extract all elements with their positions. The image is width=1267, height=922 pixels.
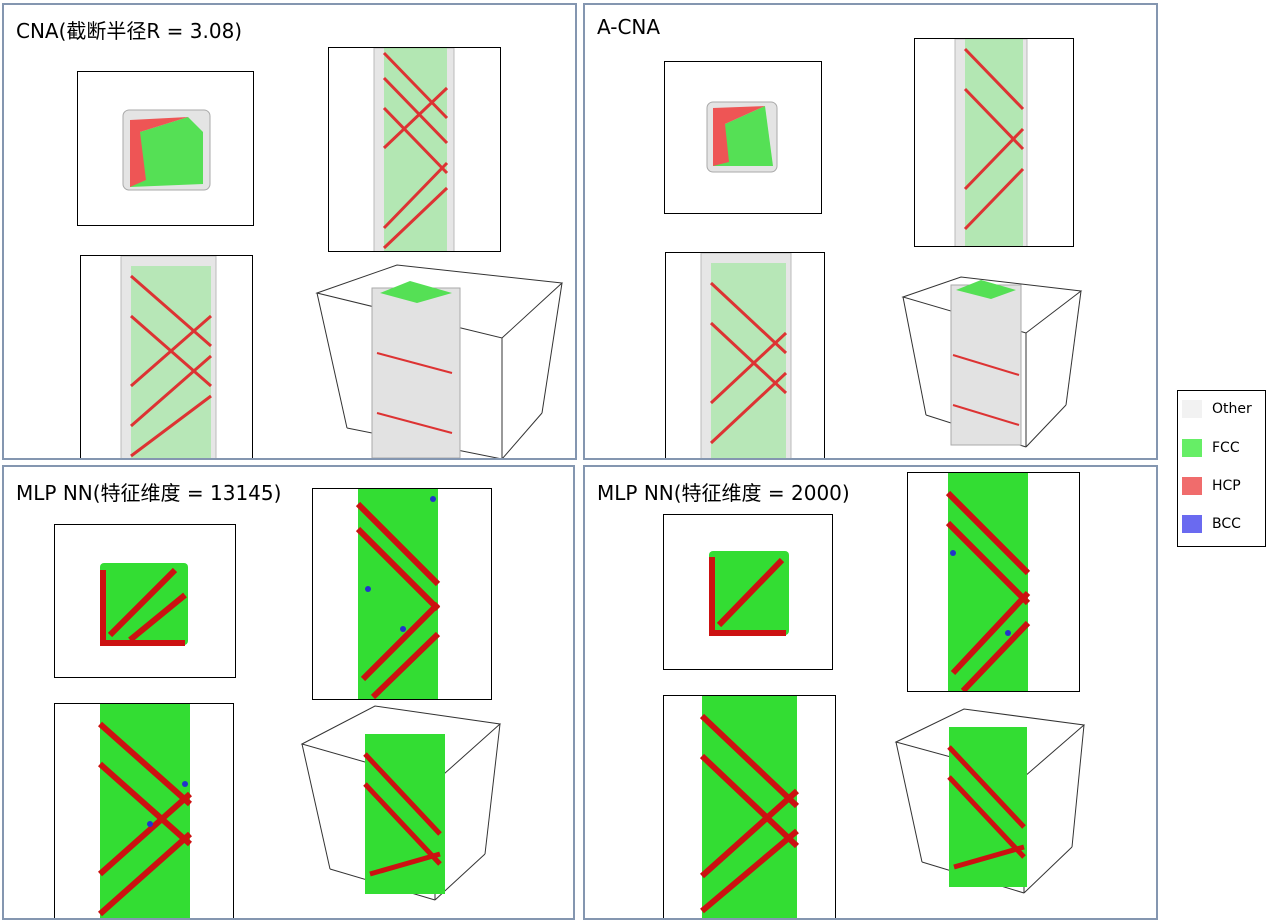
- side-view-left-render: [120, 256, 217, 458]
- legend-swatch-other: [1182, 400, 1202, 418]
- legend-item-fcc: FCC: [1182, 438, 1240, 458]
- side-view-right: [312, 488, 492, 700]
- top-view: [664, 61, 822, 214]
- side-view-right-render: [373, 48, 455, 251]
- top-view-render: [100, 563, 188, 646]
- panel-cna: CNA(截断半径R = 3.08): [2, 3, 577, 460]
- legend-label: FCC: [1212, 440, 1240, 456]
- legend: Other FCC HCP BCC: [1177, 390, 1266, 547]
- side-view-left-render: [700, 253, 792, 458]
- legend-item-bcc: BCC: [1182, 514, 1241, 534]
- top-view: [54, 524, 236, 678]
- perspective-view: [315, 264, 564, 458]
- perspective-view: [300, 705, 502, 901]
- top-view: [663, 514, 833, 670]
- legend-swatch-bcc: [1182, 515, 1202, 533]
- side-view-right-render: [355, 489, 441, 699]
- side-view-right-render: [954, 39, 1028, 246]
- legend-label: Other: [1212, 401, 1252, 417]
- panel-mlp-2000: MLP NN(特征维度 = 2000): [583, 465, 1158, 920]
- side-view-right: [328, 47, 501, 252]
- side-view-left: [663, 695, 836, 918]
- side-view-left: [54, 703, 234, 918]
- top-view-render: [706, 101, 778, 173]
- panel-title: CNA(截断半径R = 3.08): [16, 19, 243, 43]
- side-view-right-render: [945, 473, 1031, 691]
- legend-swatch-fcc: [1182, 439, 1202, 457]
- top-view: [77, 71, 254, 226]
- top-view-render: [709, 551, 789, 636]
- legend-item-hcp: HCP: [1182, 476, 1241, 496]
- perspective-view: [894, 708, 1086, 894]
- panel-title: MLP NN(特征维度 = 13145): [16, 481, 282, 505]
- side-view-left-render: [699, 696, 800, 918]
- side-view-left: [665, 252, 825, 458]
- panel-mlp-13145: MLP NN(特征维度 = 13145): [2, 465, 575, 920]
- side-view-left: [80, 255, 253, 458]
- side-view-right: [907, 472, 1080, 692]
- panel-acna: A-CNA: [583, 3, 1158, 460]
- legend-swatch-hcp: [1182, 477, 1202, 495]
- perspective-view: [901, 276, 1083, 448]
- side-view-right: [914, 38, 1074, 247]
- legend-item-other: Other: [1182, 399, 1252, 419]
- panel-title: MLP NN(特征维度 = 2000): [597, 481, 850, 505]
- side-view-left-render: [98, 704, 192, 918]
- legend-label: BCC: [1212, 516, 1241, 532]
- panel-title: A-CNA: [597, 15, 661, 39]
- legend-label: HCP: [1212, 478, 1241, 494]
- top-view-render: [122, 109, 211, 191]
